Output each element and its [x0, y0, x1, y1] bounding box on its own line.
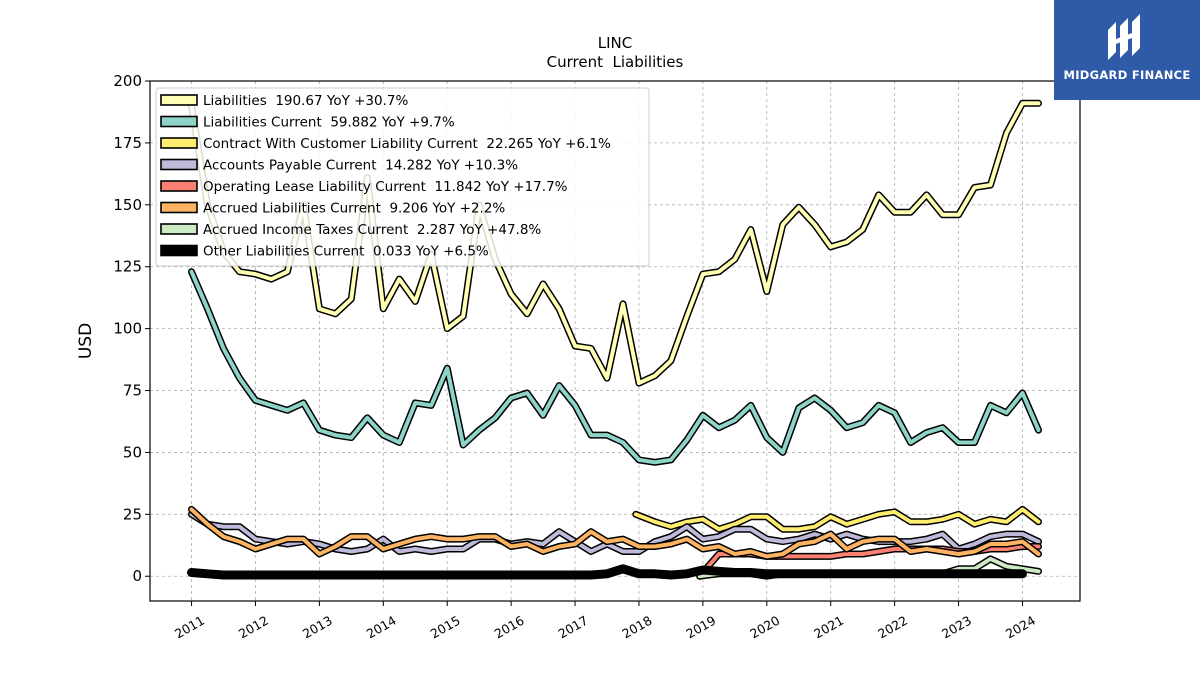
- y-tick-label: 100: [113, 320, 142, 338]
- legend-swatch: [160, 94, 198, 106]
- x-tick-label: 2012: [236, 613, 271, 642]
- y-axis: 0 25 50 75 100 125 150 175 200: [113, 72, 150, 585]
- x-tick-label: 2021: [811, 613, 846, 642]
- legend: Liabilities 190.67 YoY +30.7% Liabilities…: [155, 87, 650, 267]
- series-line-5: [189, 507, 1041, 559]
- x-tick-label: 2020: [747, 613, 782, 642]
- legend-swatch: [160, 137, 198, 149]
- x-tick-label: 2015: [428, 613, 463, 642]
- series-line-0: [189, 101, 1041, 386]
- chart-subtitle: Current Liabilities: [547, 53, 684, 71]
- x-tick-label: 2022: [875, 613, 910, 642]
- legend-entry: Accounts Payable Current 14.282 YoY +10.…: [203, 158, 518, 174]
- legend-entry: Contract With Customer Liability Current…: [203, 136, 611, 152]
- legend-swatch: [160, 180, 198, 192]
- y-tick-label: 200: [113, 72, 142, 90]
- series-line-1: [189, 269, 1041, 465]
- logo-text: MIDGARD FINANCE: [1063, 68, 1191, 82]
- legend-swatch: [160, 244, 198, 257]
- y-tick-label: 50: [123, 443, 142, 461]
- chart-title: LINC: [598, 34, 632, 52]
- legend-entry: Other Liabilities Current 0.033 YoY +6.5…: [203, 244, 489, 260]
- y-tick-label: 150: [113, 196, 142, 214]
- legend-swatch: [160, 201, 198, 214]
- series-lines: [187, 99, 1042, 580]
- x-tick-label: 2018: [619, 613, 654, 642]
- x-tick-label: 2024: [1003, 613, 1038, 642]
- y-tick-label: 175: [113, 134, 142, 152]
- legend-swatch: [160, 158, 198, 171]
- y-tick-label: 0: [132, 567, 142, 585]
- legend-entry: Liabilities Current 59.882 YoY +9.7%: [203, 115, 455, 131]
- x-tick-label: 2013: [300, 613, 335, 642]
- legend-entry: Accrued Income Taxes Current 2.287 YoY +…: [203, 222, 541, 238]
- x-tick-label: 2011: [172, 613, 207, 642]
- midgard-logo-icon: [1108, 14, 1140, 60]
- x-tick-label: 2017: [556, 613, 591, 642]
- legend-box: [155, 87, 650, 267]
- series-line-7: [188, 565, 1026, 578]
- y-tick-label: 25: [123, 505, 142, 523]
- x-tick-label: 2023: [939, 613, 974, 642]
- legend-entry: Liabilities 190.67 YoY +30.7%: [203, 93, 408, 109]
- y-tick-label: 125: [113, 258, 142, 276]
- x-tick-label: 2016: [492, 613, 527, 642]
- midgard-finance-logo: MIDGARD FINANCE: [1054, 0, 1200, 100]
- x-tick-label: 2019: [683, 613, 718, 642]
- y-tick-label: 75: [123, 382, 142, 400]
- x-axis: 2011 2012 2013 2014 2015 2016 2017 2018 2019 2020…: [172, 601, 1038, 642]
- series-line-2: [633, 507, 1041, 532]
- legend-swatch: [160, 115, 198, 128]
- legend-entry: Accrued Liabilities Current 9.206 YoY +2…: [203, 201, 505, 217]
- x-tick-label: 2014: [364, 613, 399, 642]
- y-axis-label: USD: [76, 323, 96, 359]
- plot-frame: [149, 80, 1081, 602]
- legend-swatch: [160, 223, 198, 235]
- legend-entry: Operating Lease Liability Current 11.842…: [203, 179, 568, 195]
